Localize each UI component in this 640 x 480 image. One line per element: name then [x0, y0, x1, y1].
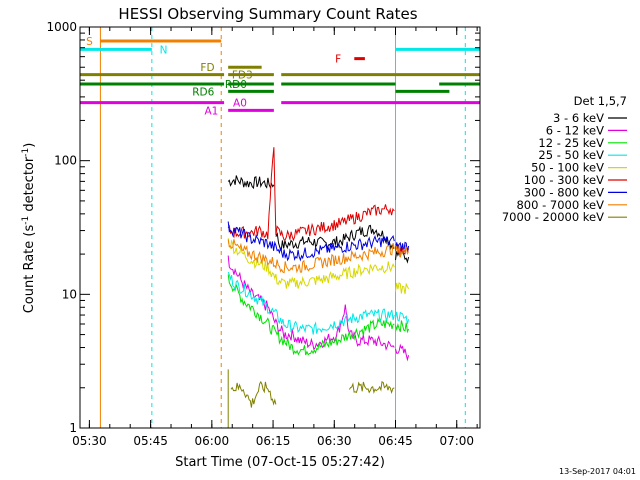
series-2 — [227, 274, 410, 356]
y-axis-label-end: ) — [22, 143, 37, 148]
x-tick-label-2: 06:00 — [195, 434, 230, 448]
x-tick-label-3: 06:15 — [256, 434, 291, 448]
y-tick-label-3: 1000 — [46, 20, 77, 34]
legend-label-6: 300 - 800 keV — [524, 185, 604, 199]
x-tick-label-6: 07:00 — [439, 434, 474, 448]
flag-label-f: F — [335, 54, 341, 66]
y-axis-label-mid: detector — [22, 156, 37, 216]
series-line-0-1 — [275, 224, 395, 251]
flag-label-fd: FD — [200, 62, 214, 74]
y-tick-label-0: 1 — [69, 421, 77, 435]
series-line-0-0 — [227, 175, 275, 190]
series-line-3-1 — [395, 311, 410, 324]
series-line-1-1 — [395, 343, 410, 362]
legend-label-7: 800 - 7000 keV — [516, 198, 604, 212]
plot-frame — [79, 26, 481, 429]
x-axis-label: Start Time (07-Oct-15 05:27:42) — [175, 455, 385, 470]
x-tick-label-1: 05:45 — [133, 434, 168, 448]
chart-title: HESSI Observing Summary Count Rates — [118, 5, 417, 23]
legend-label-2: 12 - 25 keV — [538, 136, 604, 150]
flag-label-s: S — [86, 36, 93, 48]
flag-label-a1: A1 — [204, 105, 218, 117]
data-series — [227, 147, 410, 428]
y-tick-label-1: 10 — [62, 287, 77, 301]
series-line-7-0 — [227, 239, 395, 274]
series-line-1-0 — [227, 255, 395, 351]
series-4 — [227, 238, 410, 295]
series-line-2-1 — [395, 320, 410, 334]
series-7 — [227, 239, 410, 274]
series-6 — [227, 221, 410, 262]
axes: 05:30 05:45 06:00 06:15 06:30 06:45 07:00 1 10 10… — [46, 20, 480, 448]
series-line-7-1 — [395, 245, 410, 258]
legend-title: Det 1,5,7 — [574, 94, 627, 108]
legend-label-0: 3 - 6 keV — [553, 111, 604, 125]
legend-label-8: 7000 - 20000 keV — [502, 210, 604, 224]
x-tick-label-5: 06:45 — [378, 434, 413, 448]
series-line-8-2 — [348, 380, 395, 395]
y-tick-label-2: 100 — [54, 154, 77, 168]
series-line-6-0 — [227, 221, 395, 262]
series-1 — [227, 255, 410, 362]
y-axis-label-exp1: -1 — [21, 216, 31, 225]
y-axis-label-exp2: -1 — [21, 148, 31, 157]
flag-label-rd6: RD6 — [192, 86, 214, 98]
flag-label-a0: A0 — [233, 98, 247, 110]
flag-bars: SNFFDFD3RD0RD6A0A1 — [80, 36, 480, 117]
legend-label-1: 6 - 12 keV — [546, 123, 604, 137]
x-tick-label-4: 06:30 — [317, 434, 352, 448]
series-line-3-0 — [227, 271, 395, 335]
render-timestamp: 13-Sep-2017 04:01 — [559, 467, 636, 476]
series-3 — [227, 271, 410, 335]
series-8 — [227, 369, 395, 428]
series-line-4-1 — [395, 282, 410, 295]
series-line-8-1 — [230, 380, 277, 408]
x-tick-label-0: 05:30 — [72, 434, 107, 448]
flag-label-n: N — [160, 44, 168, 56]
series-line-4-0 — [227, 238, 395, 289]
legend-label-3: 25 - 50 keV — [538, 148, 604, 162]
legend-label-4: 50 - 100 keV — [531, 161, 604, 175]
series-line-2-0 — [227, 274, 395, 356]
y-axis-label-base: Count Rate (s — [22, 225, 37, 314]
series-line-5-0 — [227, 147, 395, 242]
series-line-6-1 — [395, 241, 410, 252]
legend-label-5: 100 - 300 keV — [524, 173, 604, 187]
vertical-markers — [99, 27, 466, 428]
y-axis-label: Count Rate (s-1 detector-1) — [21, 143, 37, 314]
